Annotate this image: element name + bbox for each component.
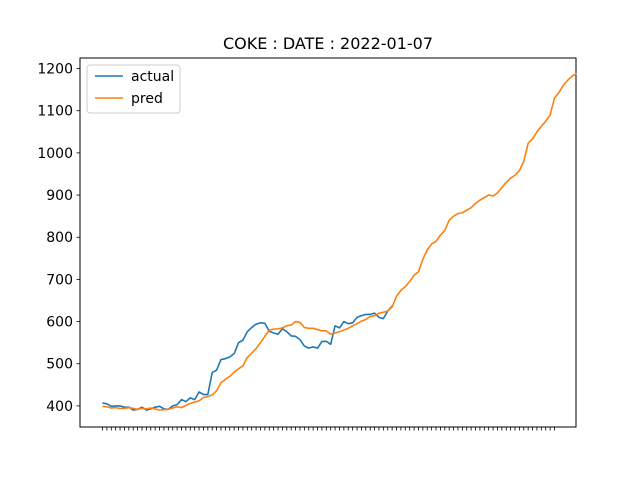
legend: actual pred [86,64,181,114]
series-line-actual [102,305,393,411]
y-tick-label: 700 [46,272,73,288]
legend-label-pred: pred [131,91,163,107]
y-tick-label: 500 [46,357,73,373]
y-tick-label: 800 [46,230,73,246]
axes-frame [79,57,577,428]
series-line-pred [102,72,577,411]
y-tick-label: 1000 [37,146,73,162]
y-tick-label: 600 [46,315,73,331]
legend-box [86,64,181,114]
chart-title: COKE : DATE : 2022-01-07 [223,34,433,53]
y-tick-label: 900 [46,188,73,204]
y-tick-label: 1100 [37,104,73,120]
y-tick-label: 1200 [37,62,73,78]
legend-label-actual: actual [131,69,174,85]
plot-area: 400 500 600 700 800 900 1000 1100 1200 [37,57,577,431]
y-tick-label: 400 [46,399,73,415]
